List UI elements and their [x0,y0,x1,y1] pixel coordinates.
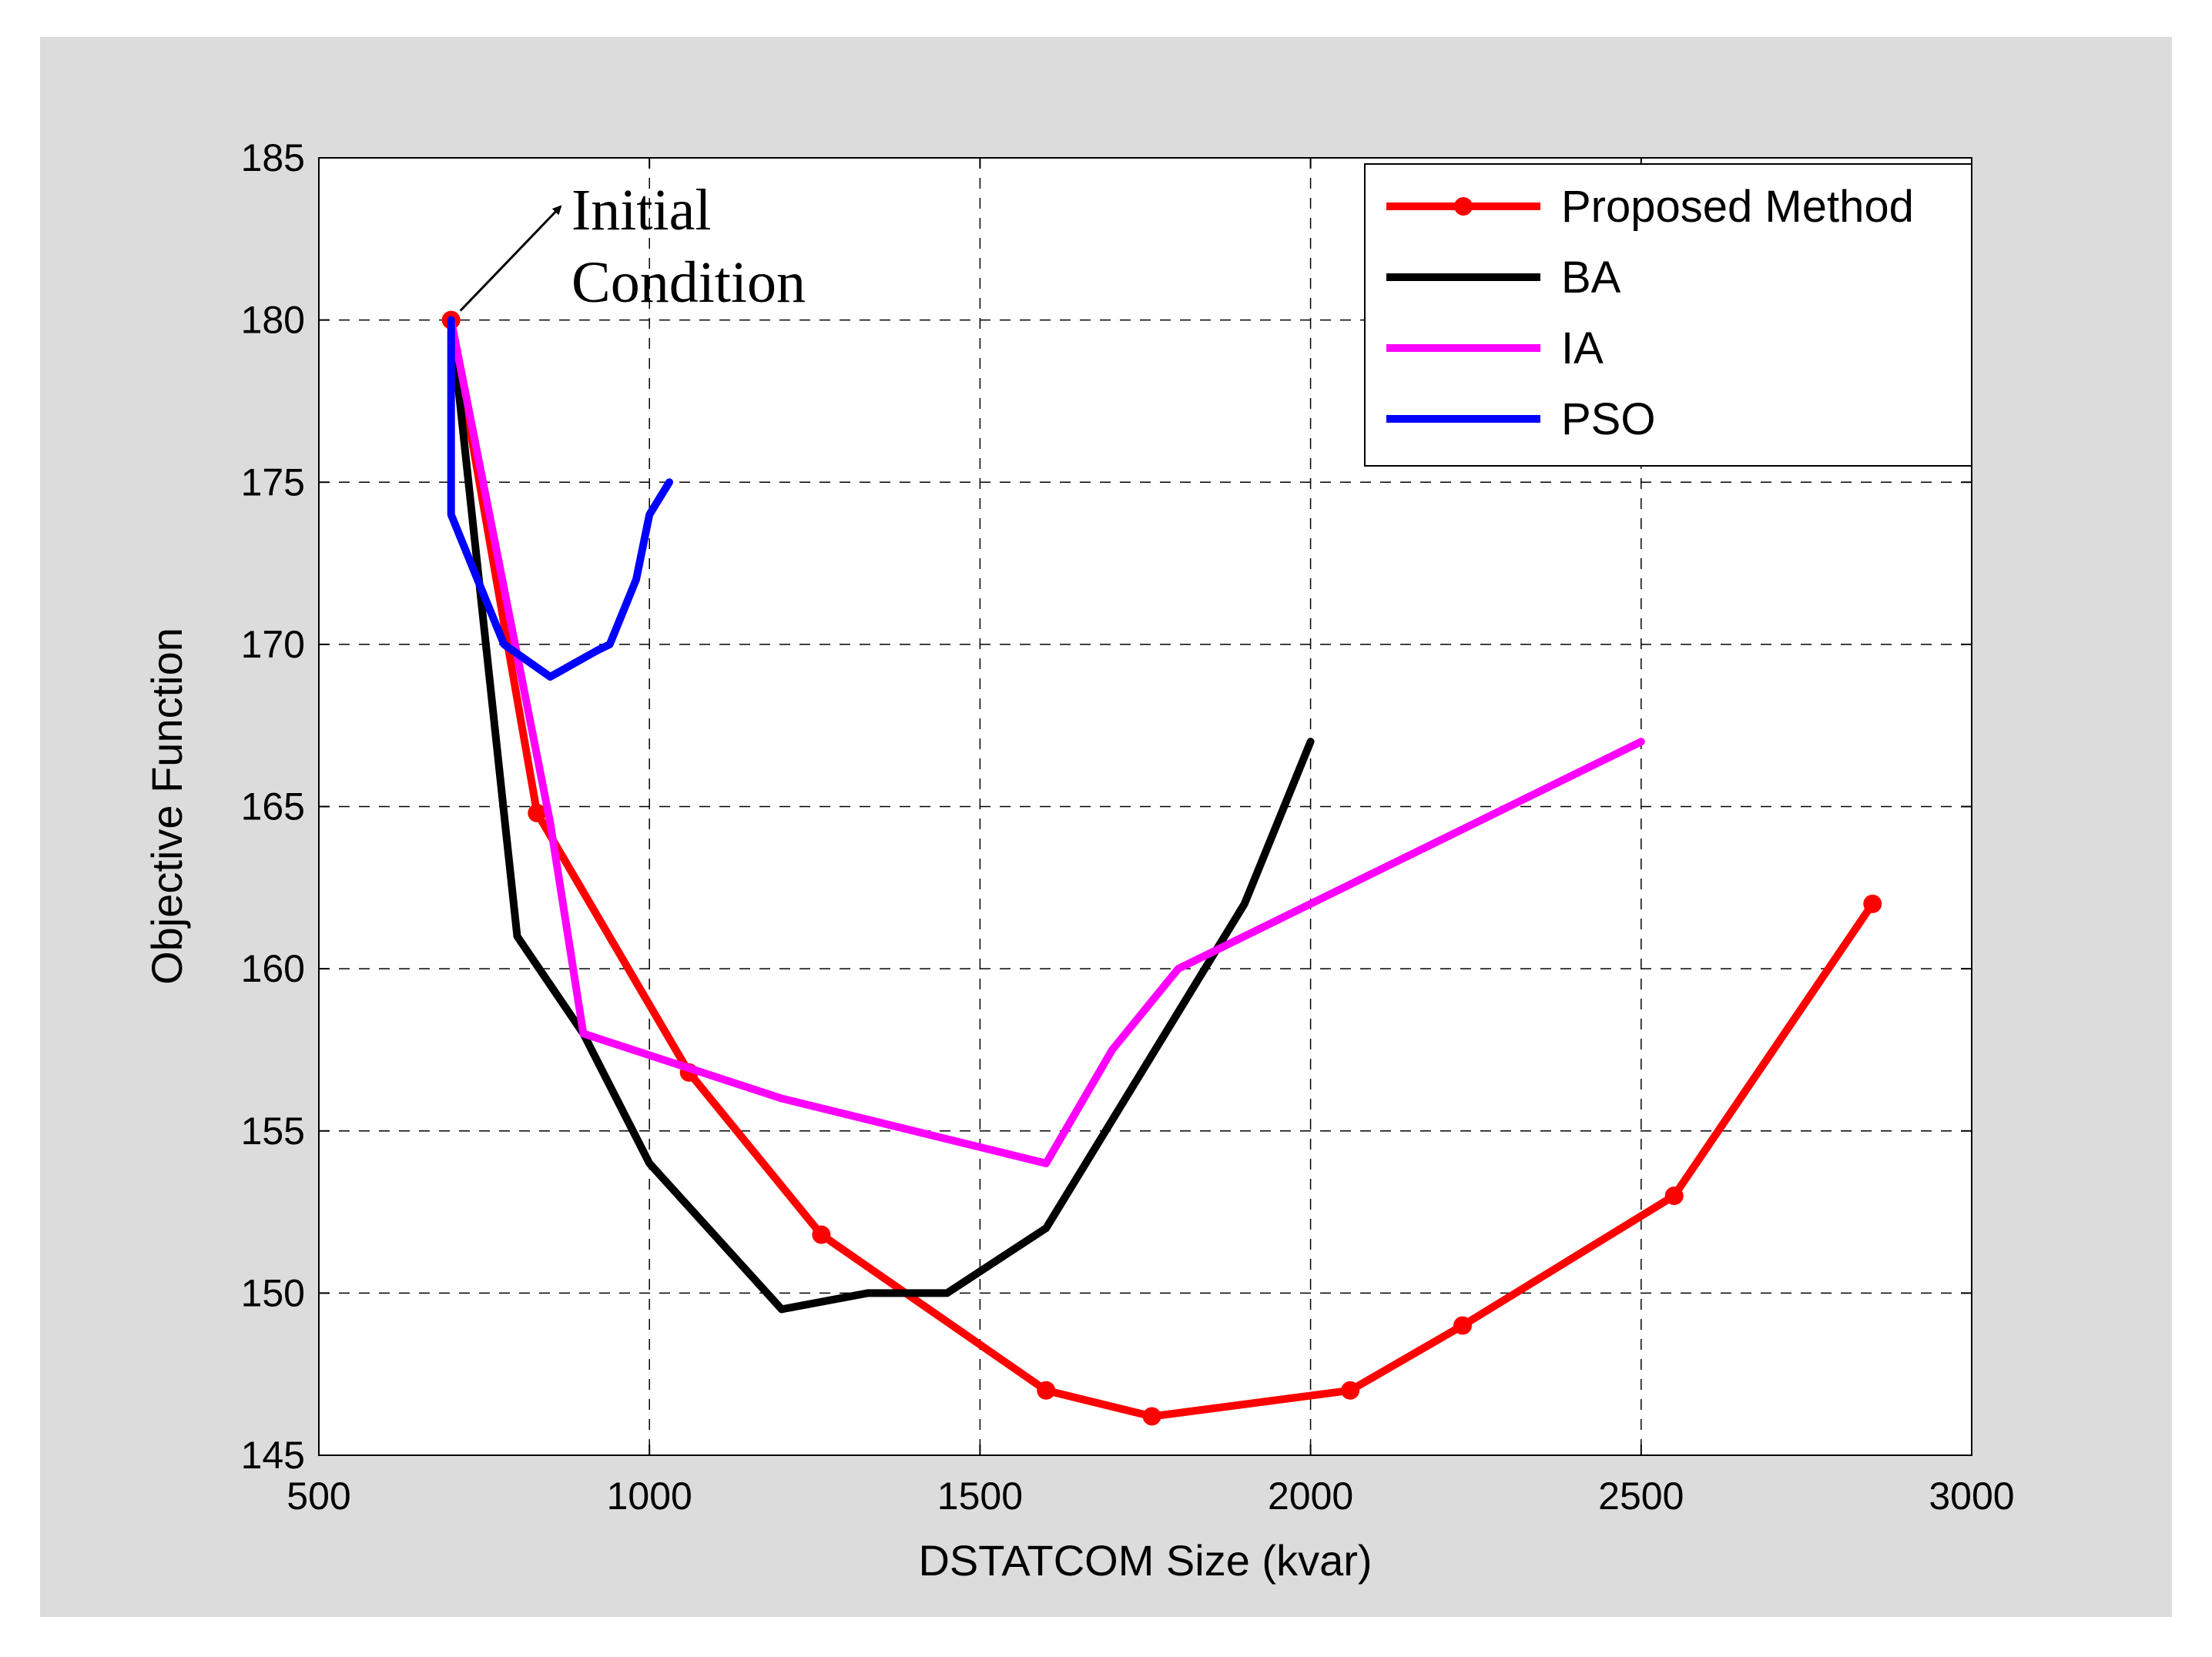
legend-item-pso: PSO [1386,394,1656,444]
data-point-proposed-method [1341,1381,1360,1400]
annotation-line-2: Condition [571,250,806,315]
data-point-proposed-method [812,1225,831,1244]
x-tick-label: 3000 [1929,1475,2014,1518]
y-tick-label: 185 [241,136,305,179]
data-point-proposed-method [1453,1316,1473,1335]
y-tick-label: 160 [241,947,305,990]
series-ba [447,316,1315,1314]
annotation-arrow [459,205,562,312]
data-point-proposed-method [1037,1381,1056,1400]
annotation: Initial Condition [459,178,806,315]
x-tick-label: 2000 [1268,1475,1353,1518]
series-line-proposed-method [447,316,1877,1421]
x-axis-title: DSTATCOM Size (kvar) [918,1536,1372,1585]
grid [319,158,1972,1455]
legend-item-proposed-method: Proposed Method [1386,182,1914,232]
series-ia [447,316,1645,1167]
x-tick-label: 1500 [937,1475,1023,1518]
legend-label: Proposed Method [1561,182,1914,232]
ticks: 500 1000 1500 2000 2500 3000 145 150 155 160 165 17… [241,136,2015,1518]
series-pso [447,316,673,681]
data-point-proposed-method [1142,1407,1161,1426]
y-tick-label: 165 [241,785,305,828]
y-tick-label: 155 [241,1110,305,1153]
legend-item-ia: IA [1386,323,1604,373]
data-point-proposed-method [1664,1187,1684,1205]
y-tick-label: 150 [241,1271,305,1314]
legend-item-ba: BA [1386,253,1621,303]
data-point-proposed-method [528,803,547,822]
legend-marker [1454,197,1473,216]
data-point-proposed-method [1863,894,1882,913]
y-tick-label: 180 [241,299,305,342]
legend: Proposed Method BA IA PSO [1364,163,1972,467]
series-line-ba [447,316,1315,1314]
legend-label: PSO [1561,394,1656,444]
legend-label: IA [1561,323,1604,373]
y-axis-title: Objective Function [142,628,191,985]
series-line-pso [447,316,673,681]
x-tick-label: 500 [287,1475,350,1518]
series-layer [441,310,1882,1426]
y-tick-label: 175 [241,460,305,504]
y-tick-label: 170 [241,623,305,666]
legend-label: BA [1561,253,1621,303]
annotation-line-1: Initial [571,178,712,243]
x-tick-label: 2500 [1598,1475,1684,1518]
y-tick-label: 145 [241,1434,305,1477]
series-line-ia [447,316,1645,1167]
x-tick-label: 1000 [607,1475,692,1518]
